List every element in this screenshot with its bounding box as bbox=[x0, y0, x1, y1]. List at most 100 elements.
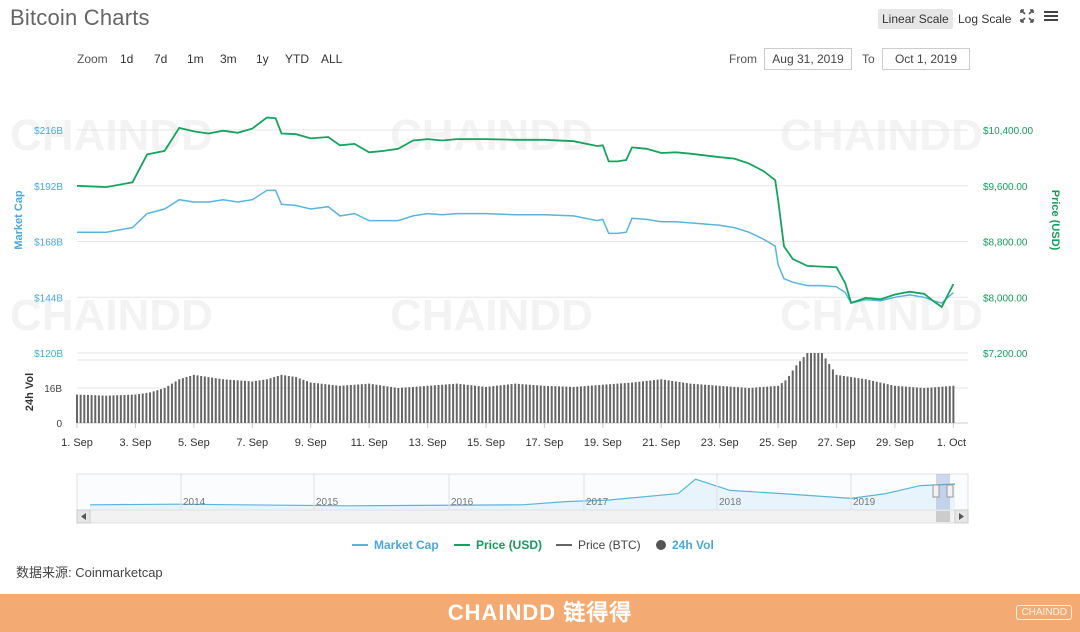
zoom-3m-button[interactable]: 3m bbox=[220, 52, 237, 66]
volume-bar bbox=[514, 383, 517, 423]
zoom-1m-button[interactable]: 1m bbox=[187, 52, 204, 66]
navigator-year-label: 2014 bbox=[183, 497, 206, 508]
x-axis-tick-label: 29. Sep bbox=[876, 437, 914, 449]
from-date-input[interactable]: Aug 31, 2019 bbox=[764, 48, 852, 70]
volume-bar bbox=[773, 386, 776, 423]
volume-bar bbox=[722, 386, 725, 423]
zoom-1d-button[interactable]: 1d bbox=[120, 52, 134, 66]
zoom-1y-button[interactable]: 1y bbox=[256, 52, 269, 66]
volume-bar bbox=[704, 384, 707, 423]
volume-bar bbox=[824, 358, 827, 423]
volume-bar bbox=[368, 383, 371, 423]
to-date-input[interactable]: Oct 1, 2019 bbox=[882, 48, 970, 70]
volume-bar bbox=[609, 384, 612, 423]
volume-bar bbox=[631, 382, 634, 423]
volume-bar bbox=[685, 383, 688, 423]
volume-bar bbox=[317, 383, 320, 423]
volume-bar bbox=[470, 385, 473, 423]
volume-bar bbox=[934, 387, 937, 423]
volume-bar bbox=[466, 384, 469, 423]
volume-bar bbox=[893, 385, 896, 423]
volume-bar bbox=[583, 386, 586, 423]
volume-bar bbox=[813, 353, 816, 423]
volume-bar bbox=[426, 385, 429, 423]
volume-bar bbox=[200, 375, 203, 423]
legend-price-btc[interactable]: Price (BTC) bbox=[556, 538, 641, 552]
navigator-year-label: 2018 bbox=[719, 497, 742, 508]
volume-bar bbox=[236, 380, 239, 423]
right-axis-tick-label: $8,000.00 bbox=[983, 293, 1028, 304]
x-axis-tick-label: 25. Sep bbox=[759, 437, 797, 449]
volume-bar bbox=[382, 385, 385, 423]
legend-dot-icon bbox=[656, 540, 666, 550]
zoom-label: Zoom bbox=[77, 52, 108, 66]
volume-bar bbox=[937, 386, 940, 423]
legend-24h-vol[interactable]: 24h Vol bbox=[656, 538, 714, 552]
log-scale-button[interactable]: Log Scale bbox=[958, 12, 1012, 26]
volume-axis-tick-label: 0 bbox=[56, 419, 62, 430]
volume-bar bbox=[324, 384, 327, 423]
volume-bar bbox=[327, 384, 330, 423]
volume-bar bbox=[652, 380, 655, 423]
volume-bar bbox=[313, 382, 316, 423]
volume-bar bbox=[284, 375, 287, 423]
left-axis-title: Market Cap bbox=[13, 190, 25, 250]
volume-bar bbox=[156, 390, 159, 423]
zoom-7d-button[interactable]: 7d bbox=[154, 52, 168, 66]
volume-bar bbox=[97, 395, 100, 423]
volume-bar bbox=[736, 387, 739, 423]
volume-bar bbox=[590, 385, 593, 423]
volume-bar bbox=[123, 394, 126, 423]
volume-bar bbox=[134, 394, 137, 423]
legend-market-cap[interactable]: Market Cap bbox=[352, 538, 439, 552]
right-axis-tick-label: $7,200.00 bbox=[983, 349, 1028, 360]
volume-bar bbox=[159, 389, 162, 423]
volume-axis-tick-label: 16B bbox=[44, 384, 62, 395]
volume-bar bbox=[251, 381, 254, 423]
volume-bar bbox=[174, 381, 177, 423]
volume-bar bbox=[828, 363, 831, 423]
volume-bar bbox=[517, 383, 520, 423]
volume-bar bbox=[740, 387, 743, 423]
volume-bar bbox=[842, 375, 845, 423]
volume-bar bbox=[243, 380, 246, 423]
legend-price-usd[interactable]: Price (USD) bbox=[454, 538, 542, 552]
volume-bar bbox=[901, 386, 904, 423]
volume-bar bbox=[152, 391, 155, 423]
hamburger-menu-icon[interactable] bbox=[1043, 8, 1059, 29]
volume-bar bbox=[744, 387, 747, 423]
x-axis-tick-label: 1. Sep bbox=[61, 437, 93, 449]
left-axis-tick-label: $216B bbox=[34, 126, 63, 137]
zoom-ytd-button[interactable]: YTD bbox=[285, 52, 309, 66]
volume-bar bbox=[108, 395, 111, 423]
volume-bar bbox=[76, 394, 78, 423]
page-title: Bitcoin Charts bbox=[10, 5, 150, 30]
volume-bar bbox=[547, 385, 550, 423]
from-label: From bbox=[729, 52, 757, 66]
volume-bar bbox=[952, 385, 955, 423]
volume-bar bbox=[360, 384, 363, 423]
legend-line-icon bbox=[454, 544, 470, 546]
navigator-year-label: 2017 bbox=[586, 497, 609, 508]
linear-scale-button[interactable]: Linear Scale bbox=[878, 9, 953, 29]
source-note: 数据来源: Coinmarketcap bbox=[16, 565, 163, 580]
volume-bar bbox=[700, 384, 703, 423]
volume-bar bbox=[875, 381, 878, 423]
volume-bar bbox=[346, 385, 349, 423]
volume-bar bbox=[203, 376, 206, 423]
left-axis-tick-label: $168B bbox=[34, 238, 63, 249]
volume-bar bbox=[101, 395, 104, 423]
volume-bar bbox=[897, 386, 900, 423]
volume-bar bbox=[295, 377, 298, 423]
volume-bar bbox=[207, 377, 210, 423]
volume-bar bbox=[189, 375, 192, 423]
volume-bar bbox=[890, 384, 893, 423]
volume-bar bbox=[94, 395, 97, 423]
volume-bar bbox=[528, 384, 531, 423]
volume-bar bbox=[872, 380, 875, 423]
volume-bar bbox=[419, 386, 422, 423]
zoom-all-button[interactable]: ALL bbox=[321, 52, 343, 66]
fullscreen-icon[interactable] bbox=[1019, 8, 1035, 29]
volume-bar bbox=[393, 387, 396, 423]
volume-bar bbox=[83, 394, 86, 423]
